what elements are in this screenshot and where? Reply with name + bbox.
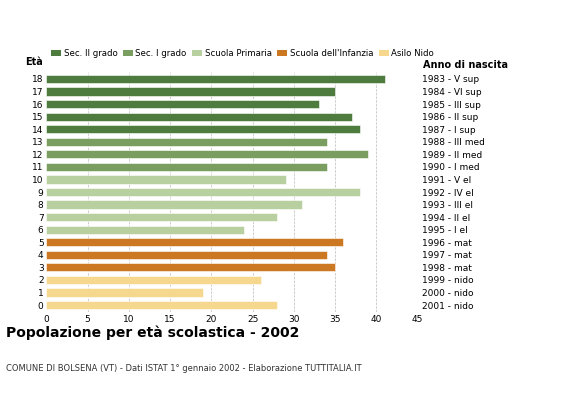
Bar	[46, 263, 335, 272]
Text: COMUNE DI BOLSENA (VT) - Dati ISTAT 1° gennaio 2002 - Elaborazione TUTTITALIA.IT: COMUNE DI BOLSENA (VT) - Dati ISTAT 1° g…	[6, 364, 361, 373]
Bar	[46, 251, 327, 259]
Bar	[46, 288, 203, 297]
Legend: Sec. II grado, Sec. I grado, Scuola Primaria, Scuola dell'Infanzia, Asilo Nido: Sec. II grado, Sec. I grado, Scuola Prim…	[50, 49, 434, 58]
Bar	[46, 226, 244, 234]
Bar	[46, 112, 351, 121]
Text: Età: Età	[25, 57, 43, 67]
Text: Popolazione per età scolastica - 2002: Popolazione per età scolastica - 2002	[6, 326, 299, 340]
Bar	[46, 100, 318, 108]
Bar	[46, 200, 302, 209]
Bar	[46, 163, 327, 171]
Bar	[46, 87, 335, 96]
Bar	[46, 175, 285, 184]
Bar	[46, 138, 327, 146]
Bar	[46, 276, 261, 284]
Bar	[46, 188, 360, 196]
Bar	[46, 238, 343, 246]
Bar	[46, 125, 360, 133]
Bar	[46, 213, 277, 221]
Text: Anno di nascita: Anno di nascita	[423, 60, 509, 70]
Bar	[46, 150, 368, 158]
Bar	[46, 301, 277, 309]
Bar	[46, 75, 385, 83]
